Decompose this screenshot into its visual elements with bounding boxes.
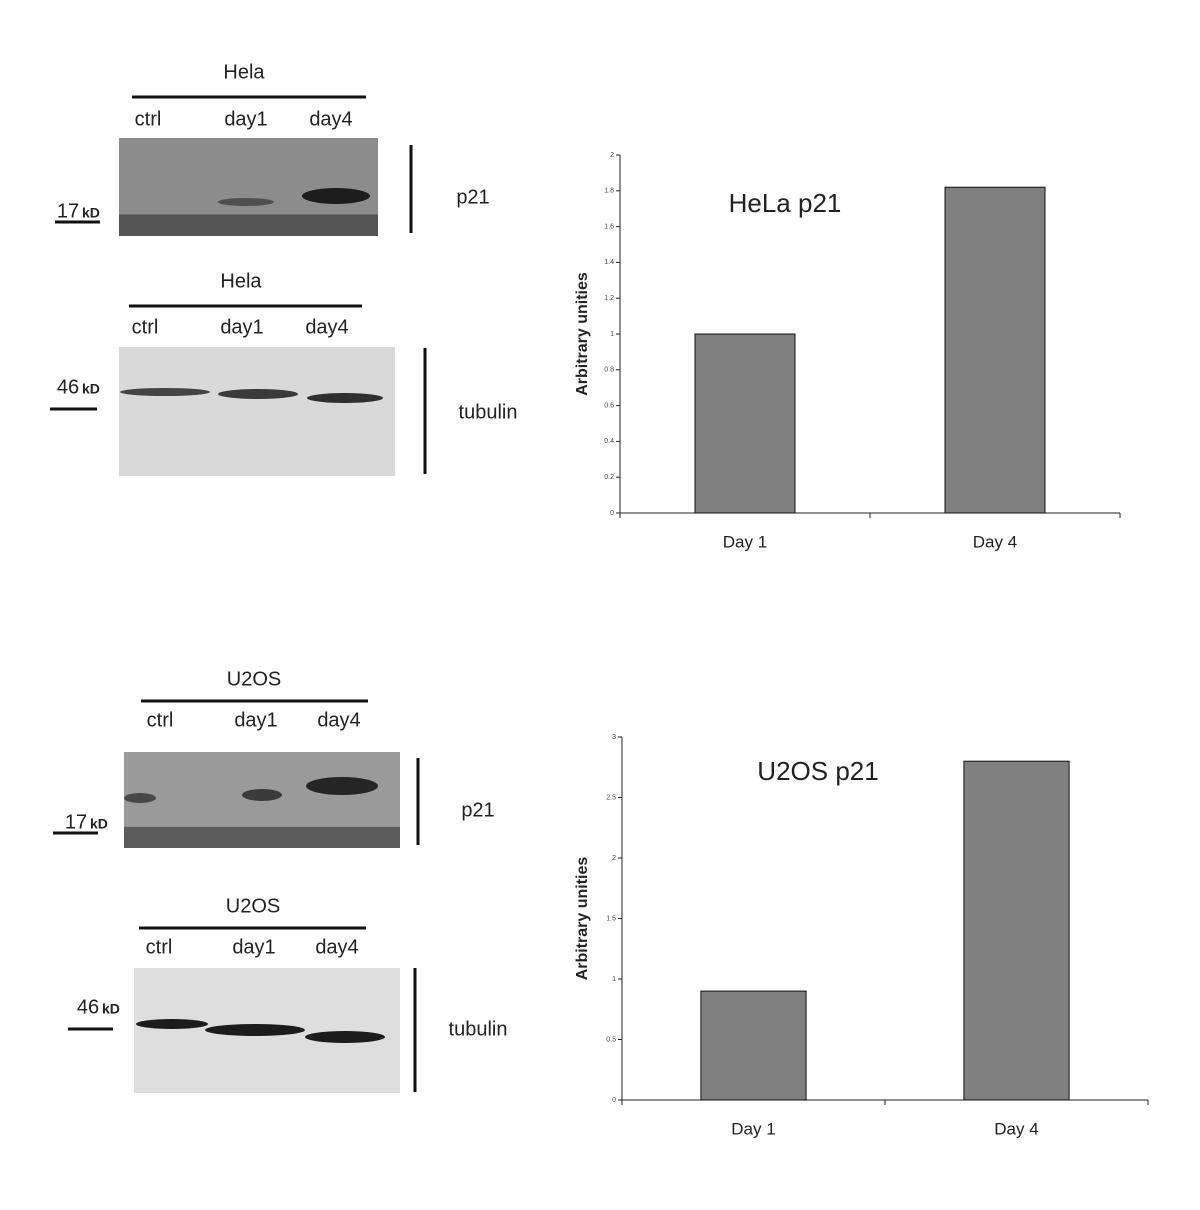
blot-band (302, 188, 370, 204)
cell-line-label: Hela (223, 61, 265, 83)
blot-shadow (124, 826, 400, 848)
bar (963, 760, 1070, 1101)
blot-band (124, 793, 156, 803)
y-axis-label: Arbitrary unities (574, 272, 591, 396)
x-tick-label: Day 4 (994, 1119, 1038, 1138)
marker-unit: kD (82, 381, 100, 397)
bar (694, 333, 796, 514)
y-tick-label: 2 (610, 152, 614, 159)
lane-label: day4 (305, 316, 348, 338)
marker-unit: kD (82, 205, 100, 221)
lane-label: day4 (315, 936, 358, 958)
chart-title: U2OS p21 (757, 756, 878, 786)
y-tick-label: 0 (610, 510, 614, 517)
lane-label: day1 (224, 108, 267, 130)
lane-label: ctrl (147, 709, 174, 731)
y-tick-label: 1 (610, 331, 614, 338)
lane-label: day4 (309, 108, 352, 130)
y-tick-label: 2.5 (606, 794, 616, 801)
blot-band (120, 388, 210, 396)
protein-label: tubulin (459, 401, 518, 423)
marker-size: 46 (57, 376, 79, 398)
y-tick-label: 0.2 (604, 474, 614, 481)
cell-line-label: U2OS (226, 895, 280, 917)
protein-label: tubulin (449, 1018, 508, 1040)
marker-size: 46 (77, 996, 99, 1018)
bar (700, 990, 807, 1101)
x-tick-label: Day 1 (731, 1119, 775, 1138)
y-tick-label: 0.4 (604, 438, 614, 445)
y-tick-label: 2 (612, 855, 616, 862)
blot-band (242, 789, 282, 801)
y-tick-label: 0.5 (606, 1036, 616, 1043)
marker-unit: kD (90, 816, 108, 832)
blot-membrane (119, 347, 395, 476)
y-tick-label: 3 (612, 734, 616, 741)
y-tick-label: 1 (612, 976, 616, 983)
lane-label: ctrl (146, 936, 173, 958)
y-tick-label: 1.6 (604, 223, 614, 230)
blot-band (218, 198, 274, 206)
lane-label: ctrl (132, 316, 159, 338)
blot-band (305, 1031, 385, 1043)
y-tick-label: 1.5 (606, 915, 616, 922)
y-axis-label: Arbitrary unities (574, 857, 591, 981)
blot-band (205, 1024, 305, 1036)
lane-label: day1 (220, 316, 263, 338)
lane-label: day1 (232, 936, 275, 958)
marker-unit: kD (102, 1001, 120, 1017)
marker-size: 17 (65, 811, 87, 833)
cell-line-label: Hela (220, 270, 262, 292)
protein-label: p21 (456, 186, 489, 208)
blot-band (306, 777, 378, 795)
y-tick-label: 1.4 (604, 259, 614, 266)
bar (944, 186, 1046, 514)
y-tick-label: 0.8 (604, 367, 614, 374)
lane-label: day4 (317, 709, 360, 731)
y-tick-label: 0 (612, 1097, 616, 1104)
x-tick-label: Day 1 (723, 532, 767, 551)
lane-label: day1 (234, 709, 277, 731)
protein-label: p21 (461, 799, 494, 821)
cell-line-label: U2OS (227, 668, 281, 690)
y-tick-label: 0.6 (604, 402, 614, 409)
y-tick-label: 1.8 (604, 188, 614, 195)
blot-band (218, 389, 298, 399)
blot-band (307, 393, 383, 403)
lane-label: ctrl (135, 108, 162, 130)
x-tick-label: Day 4 (973, 532, 1017, 551)
chart-title: HeLa p21 (729, 188, 842, 218)
blot-shadow (119, 214, 378, 236)
blot-band (136, 1019, 208, 1029)
y-tick-label: 1.2 (604, 295, 614, 302)
marker-size: 17 (57, 200, 79, 222)
